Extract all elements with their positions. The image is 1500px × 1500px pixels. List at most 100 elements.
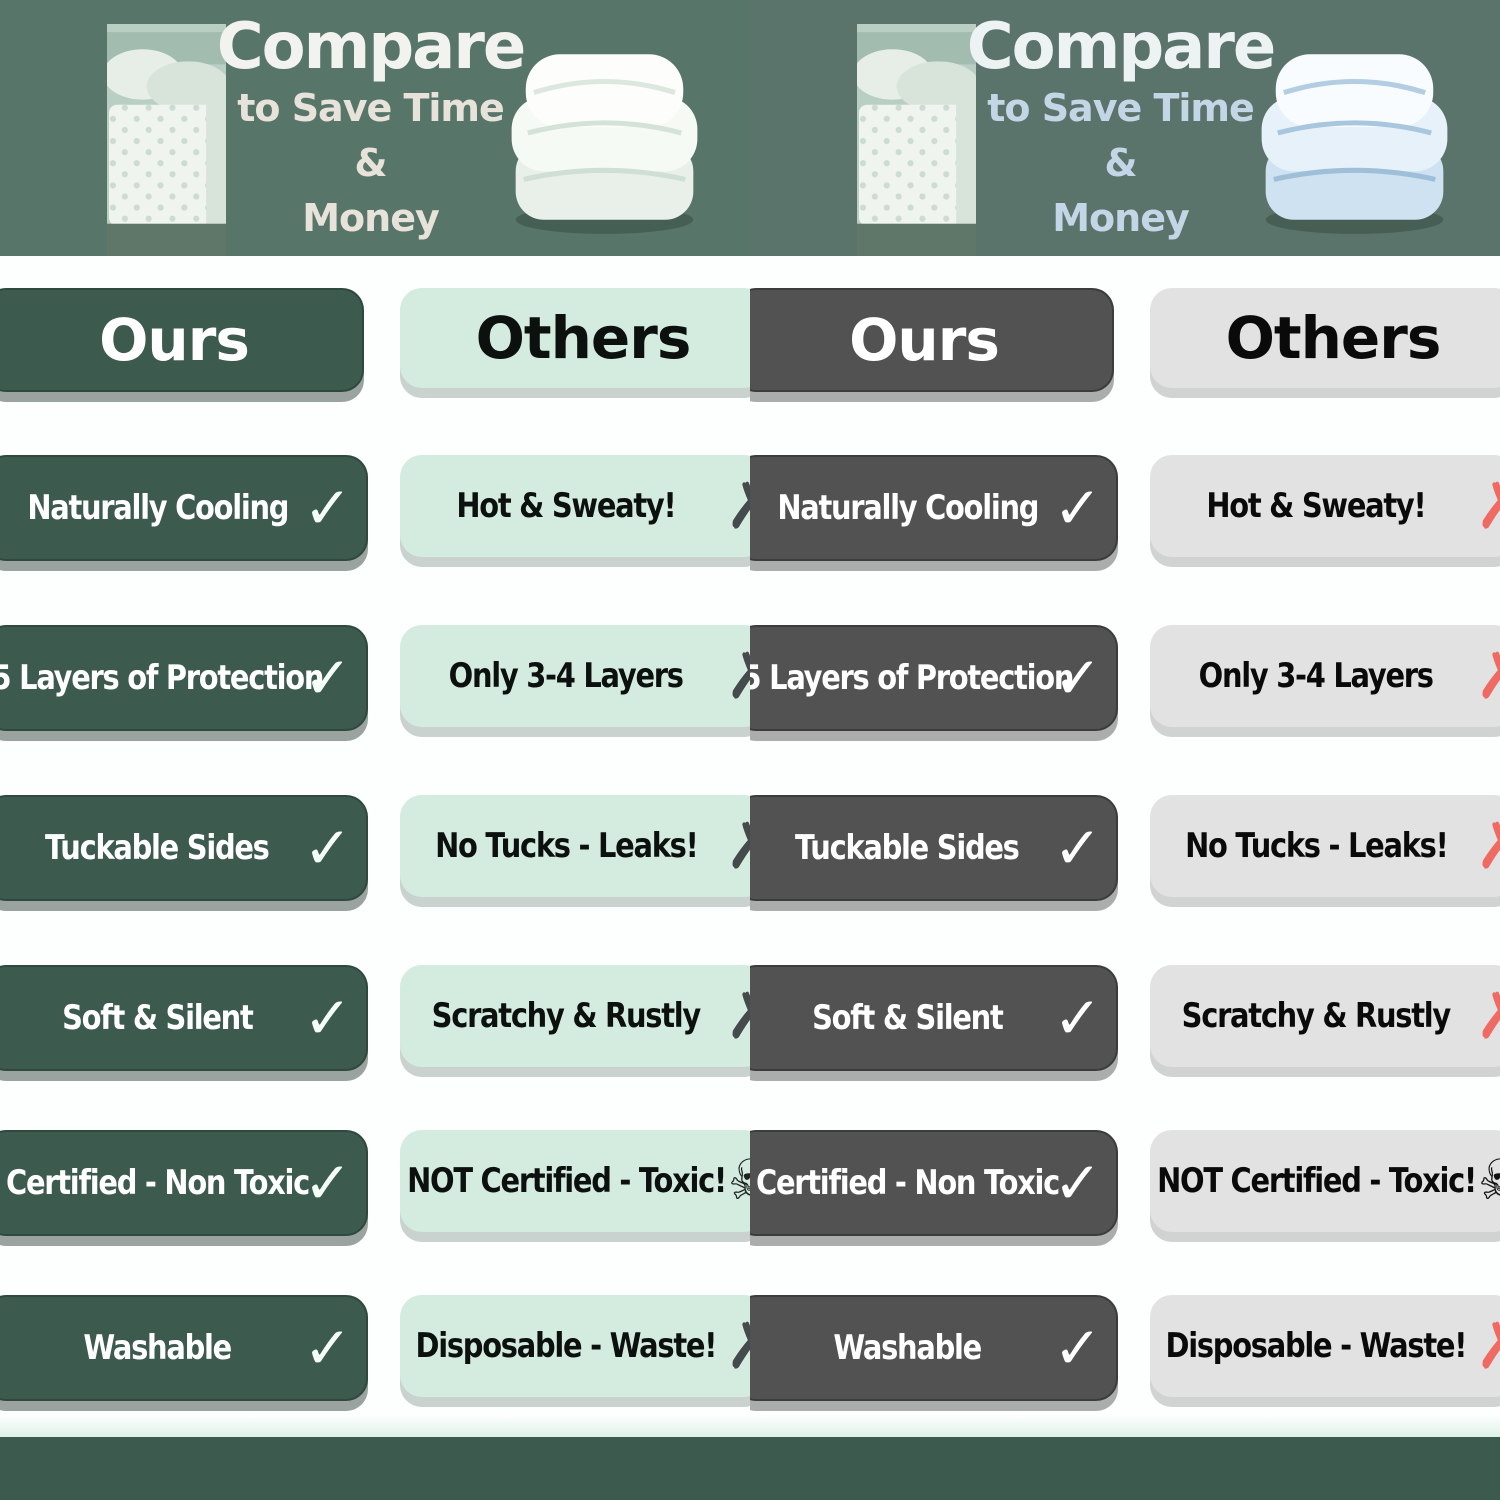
others-feature-pill: NOT Certified - Toxic! ☠ [1150,1130,1500,1232]
column-header-ours-label: Ours [99,306,250,374]
hero-header: Compare to Save Time & Money [750,0,1500,256]
comparison-panel-green: Compare to Save Time & Money Ours Others [0,0,750,1437]
checkmark-icon: ✓ [303,1314,352,1382]
comparison-row: Soft & Silent ✓ Scratchy & Rustly ✗ [750,965,1500,1071]
comparison-row: Naturally Cooling ✓ Hot & Sweaty! ✗ [750,455,1500,561]
cross-icon: ✗ [725,473,750,539]
checkmark-icon: ✓ [1053,644,1102,712]
others-feature-label: No Tucks - Leaks! [434,826,699,866]
others-feature-pill: Scratchy & Rustly ✗ [1150,965,1500,1067]
cross-icon: ✗ [725,1313,750,1379]
others-feature-label: Hot & Sweaty! [1206,486,1426,526]
skull-crossbones-icon: ☠ [1478,1153,1500,1209]
others-feature-pill: Hot & Sweaty! ✗ [1150,455,1500,557]
comparison-row: Soft & Silent ✓ Scratchy & Rustly ✗ [0,965,750,1071]
comparison-row: Tuckable Sides ✓ No Tucks - Leaks! ✗ [0,795,750,901]
ours-feature-pill: Washable ✓ [750,1295,1118,1401]
ours-feature-pill: 5 Layers of Protection ✓ [0,625,368,731]
column-header-ours: Ours [0,288,364,392]
ours-feature-label: Soft & Silent [812,998,1004,1038]
ours-feature-label: Certified - Non Toxic [5,1163,310,1203]
others-feature-pill: No Tucks - Leaks! ✗ [400,795,750,897]
cross-icon: ✗ [1475,643,1500,709]
ours-feature-pill: Soft & Silent ✓ [750,965,1118,1071]
checkmark-icon: ✓ [303,984,352,1052]
ours-feature-label: Washable [833,1328,982,1368]
ours-feature-pill: Washable ✓ [0,1295,368,1401]
ours-feature-label: Certified - Non Toxic [755,1163,1060,1203]
column-header-others: Others [400,288,750,388]
ours-feature-label: Tuckable Sides [795,828,1020,868]
ours-feature-label: 5 Layers of Protection [0,658,324,698]
others-feature-pill: Scratchy & Rustly ✗ [400,965,750,1067]
ours-feature-pill: Tuckable Sides ✓ [0,795,368,901]
comparison-row: 5 Layers of Protection ✓ Only 3-4 Layers… [0,625,750,731]
footer-band [0,1437,1500,1500]
cross-icon: ✗ [725,643,750,709]
cross-icon: ✗ [725,813,750,879]
others-feature-pill: Disposable - Waste! ✗ [1150,1295,1500,1397]
others-feature-label: NOT Certified - Toxic! [1156,1161,1477,1201]
bed-photo [857,24,976,256]
others-feature-label: No Tucks - Leaks! [1184,826,1449,866]
ours-feature-pill: Naturally Cooling ✓ [750,455,1118,561]
column-header-others-label: Others [1225,304,1442,372]
hero-subtitle-line1: to Save Time & [987,86,1255,186]
others-feature-label: NOT Certified - Toxic! [406,1161,727,1201]
checkmark-icon: ✓ [303,474,352,542]
others-feature-label: Hot & Sweaty! [456,486,676,526]
folded-pad-photo [1261,54,1448,234]
cross-icon: ✗ [1475,813,1500,879]
others-feature-label: Scratchy & Rustly [1181,996,1452,1036]
comparison-row: Naturally Cooling ✓ Hot & Sweaty! ✗ [0,455,750,561]
comparison-panel-gray: Compare to Save Time & Money Ours Others [750,0,1500,1437]
ours-feature-pill: Naturally Cooling ✓ [0,455,368,561]
column-header-ours-label: Ours [849,306,1000,374]
ours-feature-label: Soft & Silent [62,998,254,1038]
hero-title-block: Compare to Save Time & Money [967,13,1277,254]
others-feature-pill: NOT Certified - Toxic! ☠ [400,1130,750,1232]
hero-subtitle-line2: Money [302,196,440,241]
column-header-others: Others [1150,288,1500,388]
checkmark-icon: ✓ [303,1149,352,1217]
column-header-ours: Ours [750,288,1114,392]
checkmark-icon: ✓ [303,644,352,712]
cross-icon: ✗ [725,983,750,1049]
others-feature-pill: Hot & Sweaty! ✗ [400,455,750,557]
checkmark-icon: ✓ [303,814,352,882]
others-feature-pill: Only 3-4 Layers ✗ [400,625,750,727]
others-feature-pill: Only 3-4 Layers ✗ [1150,625,1500,727]
others-feature-label: Scratchy & Rustly [431,996,702,1036]
hero-subtitle-line1: to Save Time & [237,86,505,186]
cross-icon: ✗ [1475,1313,1500,1379]
folded-pad-photo [511,54,698,234]
column-header-others-label: Others [475,304,692,372]
checkmark-icon: ✓ [1053,1149,1102,1217]
ours-feature-label: Washable [83,1328,232,1368]
comparison-row: Washable ✓ Disposable - Waste! ✗ [750,1295,1500,1401]
comparison-row: Tuckable Sides ✓ No Tucks - Leaks! ✗ [750,795,1500,901]
bed-photo [107,24,226,256]
ours-feature-pill: 5 Layers of Protection ✓ [750,625,1118,731]
ours-feature-label: Tuckable Sides [45,828,270,868]
others-feature-label: Only 3-4 Layers [448,656,684,696]
comparison-row: Certified - Non Toxic ✓ NOT Certified - … [0,1130,750,1236]
skull-crossbones-icon: ☠ [728,1153,750,1209]
comparison-row: Certified - Non Toxic ✓ NOT Certified - … [750,1130,1500,1236]
checkmark-icon: ✓ [1053,474,1102,542]
hero-subtitle-line2: Money [1052,196,1190,241]
ours-feature-pill: Soft & Silent ✓ [0,965,368,1071]
others-feature-label: Disposable - Waste! [1165,1326,1468,1366]
others-feature-pill: No Tucks - Leaks! ✗ [1150,795,1500,897]
ours-feature-pill: Certified - Non Toxic ✓ [750,1130,1118,1236]
checkmark-icon: ✓ [1053,1314,1102,1382]
others-feature-label: Only 3-4 Layers [1198,656,1434,696]
comparison-row: Washable ✓ Disposable - Waste! ✗ [0,1295,750,1401]
ours-feature-label: Naturally Cooling [776,488,1039,528]
ours-feature-label: Naturally Cooling [26,488,289,528]
hero-title: Compare [966,10,1277,84]
hero-title: Compare [216,10,527,84]
ours-feature-pill: Tuckable Sides ✓ [750,795,1118,901]
checkmark-icon: ✓ [1053,984,1102,1052]
hero-title-block: Compare to Save Time & Money [217,13,527,254]
